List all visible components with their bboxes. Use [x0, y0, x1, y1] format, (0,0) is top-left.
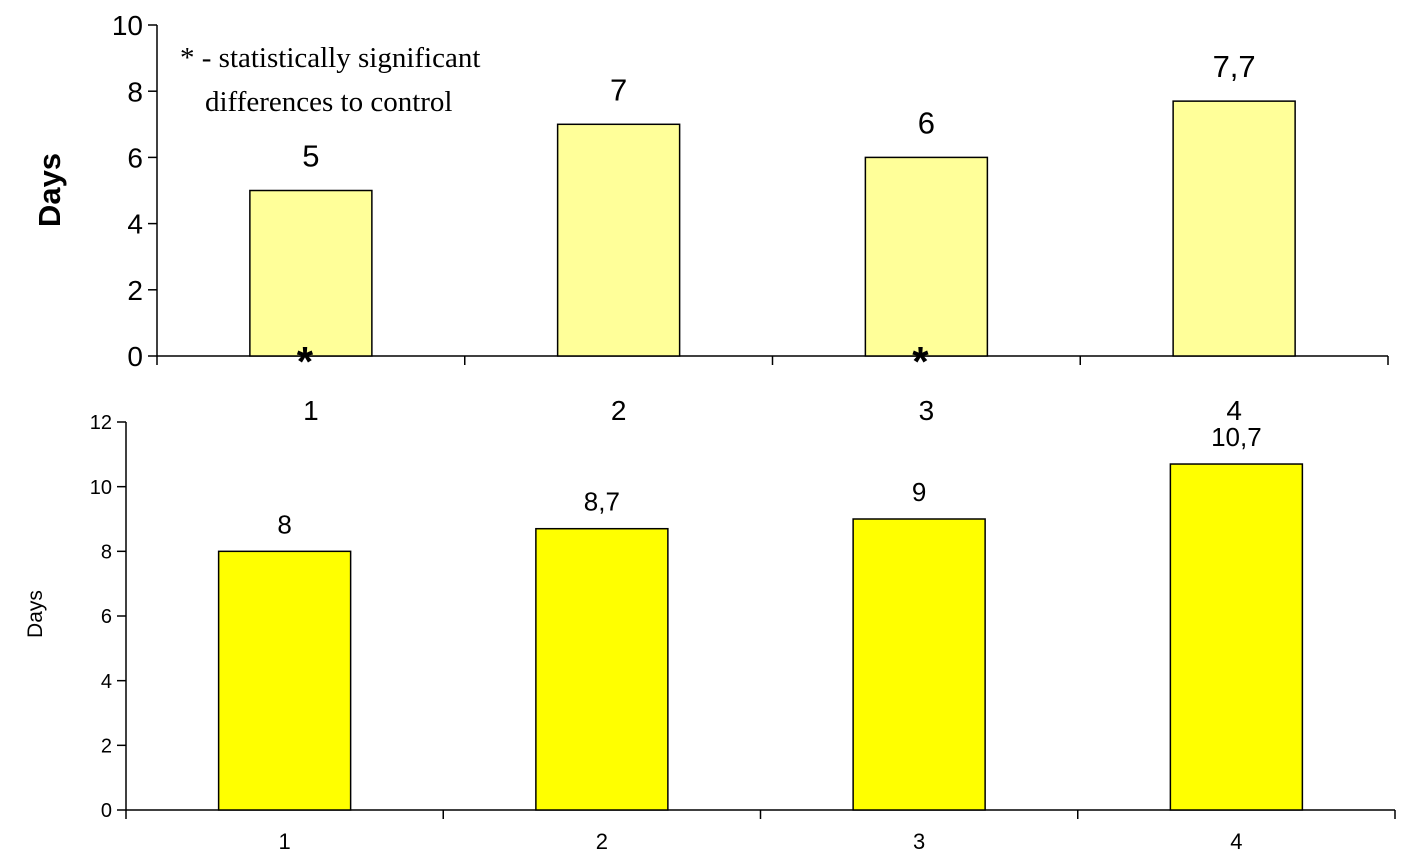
y-axis-title: Days	[24, 590, 47, 638]
bottom-chart: 0 2 4 6 8 10 12 8 1 8,7 2 9 3 10,7 4 Days	[24, 412, 1396, 853]
y-tick-label: 12	[90, 412, 112, 434]
significance-star: *	[297, 338, 314, 385]
bar-value-label: 7	[610, 72, 627, 107]
bar-value-label: 8	[277, 509, 291, 539]
y-tick-label: 0	[127, 341, 143, 372]
x-tick-label: 2	[596, 829, 608, 853]
y-tick-label: 6	[101, 606, 112, 628]
y-tick-label: 4	[127, 209, 143, 240]
x-tick-label: 1	[279, 829, 291, 853]
bar-value-label: 10,7	[1211, 422, 1262, 452]
y-tick-label: 10	[112, 10, 143, 41]
x-tick-label: 2	[611, 395, 627, 426]
y-tick-label: 10	[90, 477, 112, 499]
y-tick-label: 2	[101, 736, 112, 758]
top-chart: 0 2 4 6 8 10 5 1 * 7 2 6 3 * 7,7 4 Days * - statistically…	[32, 10, 1389, 426]
y-tick-label: 4	[101, 671, 112, 693]
y-tick-label: 6	[127, 142, 143, 173]
y-tick-label: 0	[101, 800, 112, 822]
bar-value-label: 5	[302, 139, 319, 174]
bar-value-label: 7,7	[1213, 49, 1256, 84]
bar-value-label: 8,7	[584, 487, 620, 517]
x-tick-label: 3	[919, 395, 935, 426]
x-tick-label: 1	[303, 395, 319, 426]
bar-3	[864, 156, 989, 357]
bar-4	[1169, 463, 1304, 811]
y-tick-label: 8	[127, 76, 143, 107]
x-tick-label: 4	[1230, 829, 1242, 853]
x-tick-label: 3	[913, 829, 925, 853]
bar-1	[217, 550, 352, 811]
significance-note: * - statistically significant	[180, 42, 480, 74]
bar-1	[249, 189, 373, 357]
bar-value-label: 6	[918, 105, 935, 140]
bar-2	[556, 123, 681, 357]
y-axis-title: Days	[32, 153, 67, 227]
bar-4	[1172, 100, 1296, 357]
x-tick-label: 4	[1226, 395, 1242, 426]
y-tick-label: 8	[101, 542, 112, 564]
significance-note: differences to control	[205, 86, 452, 118]
bar-2	[535, 527, 669, 811]
y-tick-label: 2	[127, 275, 143, 306]
bar-value-label: 9	[912, 477, 926, 507]
bar-3	[852, 518, 986, 811]
significance-star: *	[912, 338, 929, 385]
